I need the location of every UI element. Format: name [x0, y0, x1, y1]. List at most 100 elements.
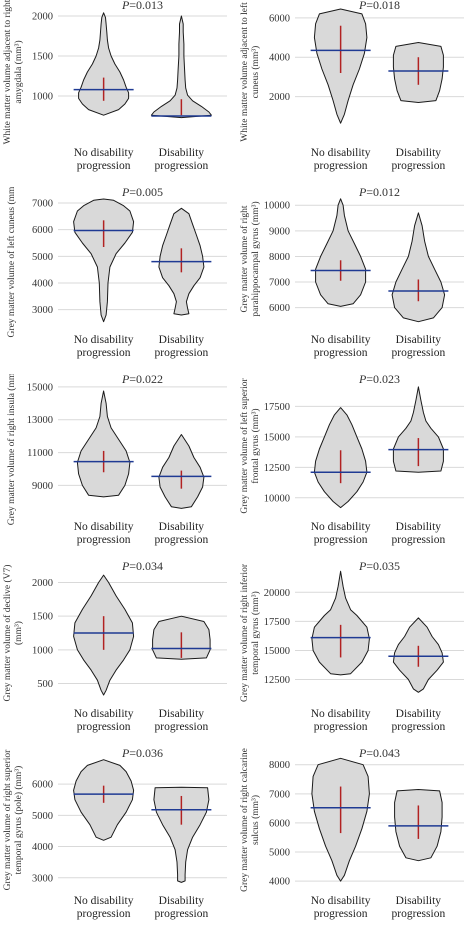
- y-axis-label: cuneus (mm³): [250, 46, 261, 99]
- y-tick-label: 7000: [269, 789, 290, 800]
- x-tick-label: progression: [314, 347, 368, 359]
- y-tick-label: 20000: [264, 588, 290, 599]
- x-tick-label: progression: [155, 908, 209, 920]
- title-p-symbol: P: [358, 748, 367, 760]
- y-tick-label: 6000: [269, 13, 290, 24]
- panel-title: P=0.035: [358, 561, 400, 573]
- title-p-value: =0.036: [129, 748, 163, 760]
- y-axis-label: parahippocampal gyrus (mm³): [250, 201, 261, 316]
- x-tick-label: progression: [392, 721, 446, 733]
- y-tick-label: 12500: [264, 463, 290, 474]
- x-tick-label: progression: [77, 534, 131, 546]
- chart-panel-8: 12500 15000 17500 20000 P=0.035 Grey matter v…: [239, 561, 464, 733]
- panel-title: P=0.018: [358, 0, 400, 12]
- y-axis-label: Grey matter volume of right calcarine: [239, 748, 250, 892]
- y-tick-label: 13000: [27, 415, 53, 426]
- y-tick-label: 17500: [264, 617, 290, 628]
- title-p-value: =0.005: [129, 187, 163, 199]
- violin-disability: [150, 15, 212, 119]
- x-tick-label: progression: [314, 721, 368, 733]
- title-p-symbol: P: [358, 187, 367, 199]
- x-tick-label: No disability: [311, 334, 371, 346]
- y-tick-label: 1000: [32, 645, 53, 656]
- y-tick-label: 10000: [264, 493, 290, 504]
- y-axis-label: sulcus (mm³): [250, 795, 261, 845]
- y-tick-label: 4000: [32, 842, 53, 853]
- x-tick-label: No disability: [74, 334, 134, 346]
- violin-no-disability: [76, 390, 131, 498]
- y-axis-label: White matter volume adjacent to right: [3, 0, 13, 144]
- y-tick-label: 1500: [32, 52, 53, 63]
- title-p-symbol: P: [358, 561, 367, 573]
- x-tick-label: progression: [392, 347, 446, 359]
- x-tick-label: No disability: [74, 147, 134, 159]
- y-tick-label: 6000: [269, 303, 290, 314]
- title-p-symbol: P: [121, 561, 130, 573]
- y-tick-label: 7000: [32, 199, 53, 210]
- title-p-value: =0.034: [129, 561, 163, 573]
- panel-title: P=0.023: [358, 374, 400, 386]
- title-p-symbol: P: [358, 374, 367, 386]
- y-tick-label: 4000: [32, 279, 53, 290]
- x-tick-label: Disability: [159, 708, 205, 720]
- y-tick-label: 9000: [269, 226, 290, 237]
- y-axis-label: Grey matter volume of right superior: [2, 749, 13, 890]
- y-axis-label: temporal gyrus (mm³): [250, 591, 261, 675]
- x-tick-label: progression: [392, 908, 446, 920]
- x-tick-label: No disability: [311, 708, 371, 720]
- y-tick-label: 10000: [264, 201, 290, 212]
- violin-no-disability: [315, 198, 367, 307]
- x-tick-label: Disability: [159, 521, 205, 533]
- x-tick-label: progression: [77, 347, 131, 359]
- title-p-symbol: P: [121, 374, 130, 386]
- x-tick-label: Disability: [396, 521, 442, 533]
- x-tick-label: No disability: [311, 147, 371, 159]
- x-tick-label: No disability: [74, 521, 134, 533]
- panel-title: P=0.005: [121, 187, 163, 199]
- y-tick-label: 2000: [32, 578, 53, 589]
- y-tick-label: 500: [37, 679, 53, 690]
- title-p-value: =0.043: [366, 748, 400, 760]
- y-axis-label: (mm³): [13, 621, 24, 645]
- panel-title: P=0.036: [121, 748, 163, 760]
- y-axis-label: Grey matter volume of left superior: [239, 378, 250, 514]
- chart-panel-7: 500 1000 1500 2000 P=0.034 Grey matter volume…: [2, 561, 227, 733]
- x-tick-label: progression: [392, 534, 446, 546]
- y-tick-label: 4000: [269, 53, 290, 64]
- violin-disability: [391, 212, 446, 323]
- y-tick-label: 12500: [264, 675, 290, 686]
- y-axis-label: Grey matter volume of right inferior: [239, 563, 250, 702]
- panel-title: P=0.034: [121, 561, 163, 573]
- violin-no-disability: [311, 570, 370, 676]
- title-p-value: =0.018: [366, 0, 400, 12]
- x-tick-label: Disability: [396, 708, 442, 720]
- x-tick-label: progression: [155, 534, 209, 546]
- y-tick-label: 15000: [264, 432, 290, 443]
- y-tick-label: 11000: [27, 448, 53, 459]
- x-tick-label: progression: [77, 160, 131, 172]
- title-p-symbol: P: [358, 0, 367, 12]
- y-tick-label: 6000: [32, 780, 53, 791]
- x-tick-label: Disability: [159, 895, 205, 907]
- chart-panel-10: 4000 5000 6000 7000 8000 P=0.043 Grey matter v…: [239, 748, 464, 920]
- y-axis-label: Grey matter volume of right: [239, 205, 250, 312]
- title-p-symbol: P: [121, 187, 130, 199]
- title-p-value: =0.012: [366, 187, 400, 199]
- y-tick-label: 2000: [269, 92, 290, 103]
- y-axis-label: Grey matter volume of left cuneus (mm³): [6, 187, 17, 337]
- y-tick-label: 6000: [32, 225, 53, 236]
- x-tick-label: No disability: [74, 895, 134, 907]
- y-tick-label: 4000: [269, 877, 290, 888]
- x-tick-label: progression: [314, 534, 368, 546]
- x-tick-label: No disability: [311, 895, 371, 907]
- title-p-value: =0.035: [366, 561, 400, 573]
- title-p-value: =0.023: [366, 374, 400, 386]
- y-tick-label: 3000: [32, 873, 53, 884]
- panel-title: P=0.013: [121, 0, 163, 12]
- y-axis-label: Grey matter volume of declive (V7): [2, 565, 13, 702]
- x-tick-label: No disability: [74, 708, 134, 720]
- chart-panel-6: 10000 12500 15000 17500 P=0.023 Grey matter v…: [239, 374, 464, 546]
- y-axis-label: White matter volume adjacent to left: [239, 2, 250, 142]
- title-p-value: =0.013: [129, 0, 163, 12]
